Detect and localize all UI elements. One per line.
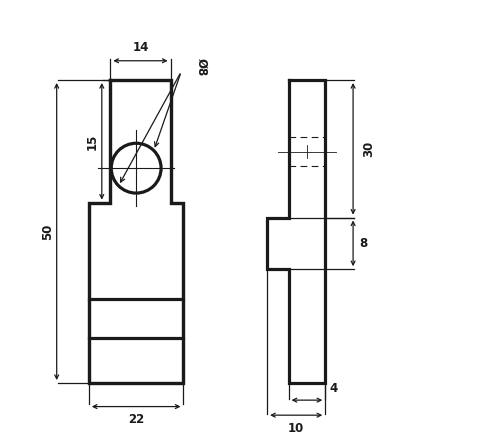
Text: 15: 15 [86, 133, 99, 150]
Text: 22: 22 [128, 414, 144, 426]
Text: 30: 30 [362, 141, 376, 157]
Text: 4: 4 [330, 382, 338, 395]
Text: 14: 14 [132, 41, 148, 54]
Polygon shape [267, 80, 325, 383]
Text: 10: 10 [288, 422, 304, 435]
Text: 50: 50 [40, 224, 54, 240]
Polygon shape [89, 80, 184, 383]
Text: 8: 8 [360, 237, 368, 250]
Text: Ø8: Ø8 [195, 58, 208, 76]
